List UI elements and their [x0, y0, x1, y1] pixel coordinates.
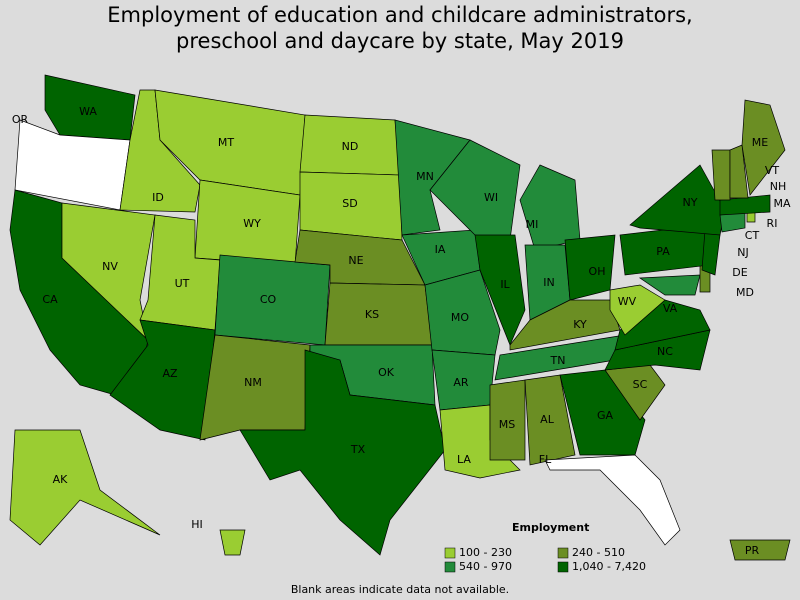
- state-label: NH: [770, 180, 787, 193]
- state: [524, 374, 576, 466]
- legend-label: 240 - 510: [572, 546, 625, 559]
- state-label: NJ: [737, 246, 748, 259]
- state-label: KY: [573, 318, 587, 331]
- state-label: WA: [79, 105, 97, 118]
- state-label: OR: [12, 113, 29, 126]
- state-label: MS: [499, 418, 515, 431]
- state-label: RI: [767, 217, 778, 230]
- state-label: NE: [348, 254, 363, 267]
- state-label: IA: [435, 243, 446, 256]
- state-label: DE: [732, 266, 747, 279]
- legend-title: Employment: [512, 521, 589, 534]
- state-label: TN: [550, 354, 566, 367]
- map-title: Employment of education and childcare ad…: [107, 3, 692, 53]
- legend-label: 1,040 - 7,420: [572, 560, 646, 573]
- legend-label: 100 - 230: [459, 546, 512, 559]
- state: [9, 429, 161, 546]
- state: [239, 349, 446, 556]
- state-label: OH: [589, 265, 606, 278]
- state: [719, 194, 771, 216]
- legend-swatch: [557, 561, 569, 573]
- state: [729, 539, 791, 561]
- state-label: SD: [342, 197, 357, 210]
- state-label: TX: [350, 443, 366, 456]
- state-label: AR: [453, 376, 469, 389]
- state-label: MT: [218, 136, 234, 149]
- state: [559, 369, 646, 456]
- state-label: ND: [342, 140, 359, 153]
- state-label: OK: [378, 366, 395, 379]
- state: [729, 144, 749, 199]
- state-label: PA: [656, 245, 670, 258]
- state-label: MA: [773, 197, 790, 210]
- state: [429, 139, 521, 241]
- state-label: CO: [260, 293, 277, 306]
- state-label: AK: [53, 473, 69, 486]
- state-label: UT: [175, 277, 190, 290]
- state-label: LA: [457, 453, 471, 466]
- state-label: WI: [484, 191, 498, 204]
- state-label: FL: [539, 453, 552, 466]
- state: [638, 274, 701, 296]
- state-label: PR: [745, 544, 760, 557]
- state-label: ME: [752, 136, 768, 149]
- state-label: NY: [683, 196, 698, 209]
- legend-label: 540 - 970: [459, 560, 512, 573]
- state-label: NC: [657, 345, 673, 358]
- state-label: MO: [451, 311, 469, 324]
- state-label: HI: [191, 518, 203, 531]
- state: [474, 234, 526, 346]
- state-label: NM: [244, 376, 262, 389]
- legend-swatch: [444, 547, 456, 559]
- state-label: VA: [663, 302, 678, 315]
- state: [741, 99, 786, 196]
- state-label: MI: [526, 218, 539, 231]
- state-label: NV: [102, 260, 118, 273]
- state-label: SC: [633, 378, 648, 391]
- state-label: AL: [540, 413, 555, 426]
- state-label: MD: [736, 286, 754, 299]
- states: [9, 74, 791, 561]
- state-label: VT: [765, 164, 780, 177]
- state-label: CT: [745, 229, 760, 242]
- state-label: MN: [416, 170, 434, 183]
- footnote: Blank areas indicate data not available.: [291, 583, 509, 596]
- state-label: WY: [243, 217, 261, 230]
- state-label: AZ: [162, 367, 178, 380]
- state: [394, 119, 471, 236]
- state: [424, 269, 501, 356]
- state: [711, 149, 731, 201]
- state-label: KS: [365, 308, 379, 321]
- state-label: IL: [500, 278, 510, 291]
- state-label: IN: [543, 276, 554, 289]
- state: [609, 284, 666, 336]
- legend-swatch: [444, 561, 456, 573]
- state-label: ID: [152, 191, 164, 204]
- legend-swatch: [557, 547, 569, 559]
- state-label: CA: [42, 293, 58, 306]
- state: [489, 379, 526, 461]
- state: [219, 529, 246, 556]
- state: [544, 454, 681, 546]
- state-label: WV: [618, 295, 637, 308]
- state-label: GA: [597, 409, 614, 422]
